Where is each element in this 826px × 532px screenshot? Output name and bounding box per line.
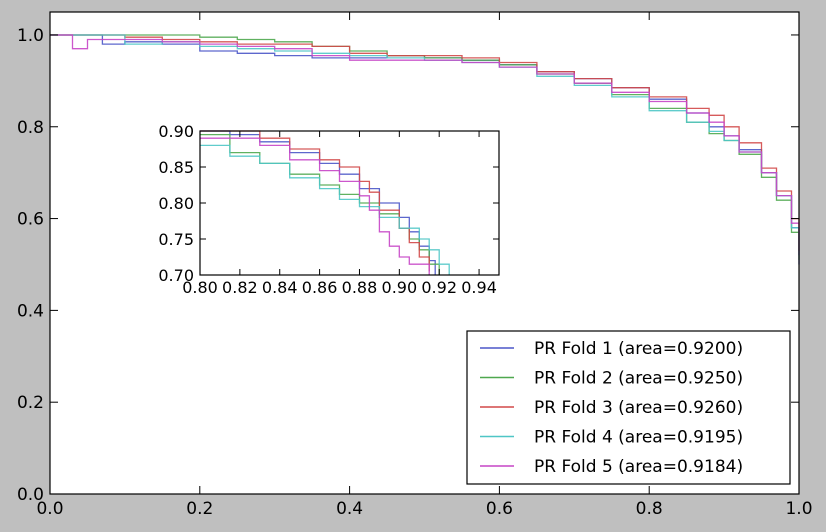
inset-series-line-5 [200, 137, 430, 275]
main-y-tick-label: 0.4 [17, 301, 44, 321]
inset-x-tick-label: 0.86 [302, 278, 338, 297]
inset-series-line-3 [200, 130, 430, 272]
inset-plot-lines [200, 130, 450, 275]
main-y-tick-label: 0.6 [17, 210, 44, 230]
main-x-tick-label: 0.0 [36, 499, 63, 519]
inset-y-tick-label: 0.75 [158, 230, 194, 249]
inset-plot-background [200, 131, 499, 275]
main-x-tick-label: 0.4 [336, 499, 363, 519]
main-plot-ticks: 0.0 0.2 0.4 0.6 0.8 1.0 0.0 0.2 0.4 0.6 0.8 1.0 [17, 12, 813, 519]
main-x-tick-label: 0.2 [186, 499, 213, 519]
legend: PR Fold 1 (area=0.9200) PR Fold 2 (area=0… [466, 330, 791, 485]
inset-x-tick-label: 0.90 [382, 278, 418, 297]
inset-plot: 0.80 0.82 0.84 0.86 0.88 0.90 0.92 0.940.700.75… [158, 122, 500, 297]
main-x-tick-label: 0.6 [486, 499, 513, 519]
inset-x-tick-label: 0.80 [182, 278, 218, 297]
legend-label-5: PR Fold 5 (area=0.9184) [534, 457, 743, 477]
main-y-tick-label: 0.0 [17, 485, 44, 505]
legend-label-2: PR Fold 2 (area=0.9250) [534, 369, 743, 389]
main-y-tick-label: 0.8 [17, 118, 44, 138]
main-series-line-5 [50, 34, 800, 256]
main-y-tick-label: 1.0 [17, 26, 44, 46]
inset-plot-ticks: 0.80 0.82 0.84 0.86 0.88 0.90 0.92 0.940.700.75… [158, 122, 499, 297]
legend-label-3: PR Fold 3 (area=0.9260) [534, 398, 743, 418]
main-x-tick-label: 0.8 [636, 499, 663, 519]
main-plot-frame [49, 11, 800, 495]
main-plot-lines [50, 34, 800, 265]
inset-x-tick-label: 0.94 [461, 278, 497, 297]
inset-y-tick-label: 0.80 [158, 194, 194, 213]
legend-label-1: PR Fold 1 (area=0.9200) [534, 339, 743, 359]
inset-x-tick-label: 0.82 [222, 278, 258, 297]
inset-y-tick-label: 0.85 [158, 158, 194, 177]
main-y-tick-label: 0.2 [17, 393, 44, 413]
main-x-tick-label: 1.0 [785, 499, 812, 519]
legend-label-4: PR Fold 4 (area=0.9195) [534, 428, 743, 448]
inset-x-tick-label: 0.84 [262, 278, 298, 297]
inset-y-tick-label: 0.70 [158, 266, 194, 285]
inset-x-tick-label: 0.88 [342, 278, 378, 297]
legend-frame [466, 330, 791, 485]
inset-x-tick-label: 0.92 [421, 278, 457, 297]
inset-series-line-4 [200, 144, 450, 275]
inset-y-tick-label: 0.90 [158, 122, 194, 141]
